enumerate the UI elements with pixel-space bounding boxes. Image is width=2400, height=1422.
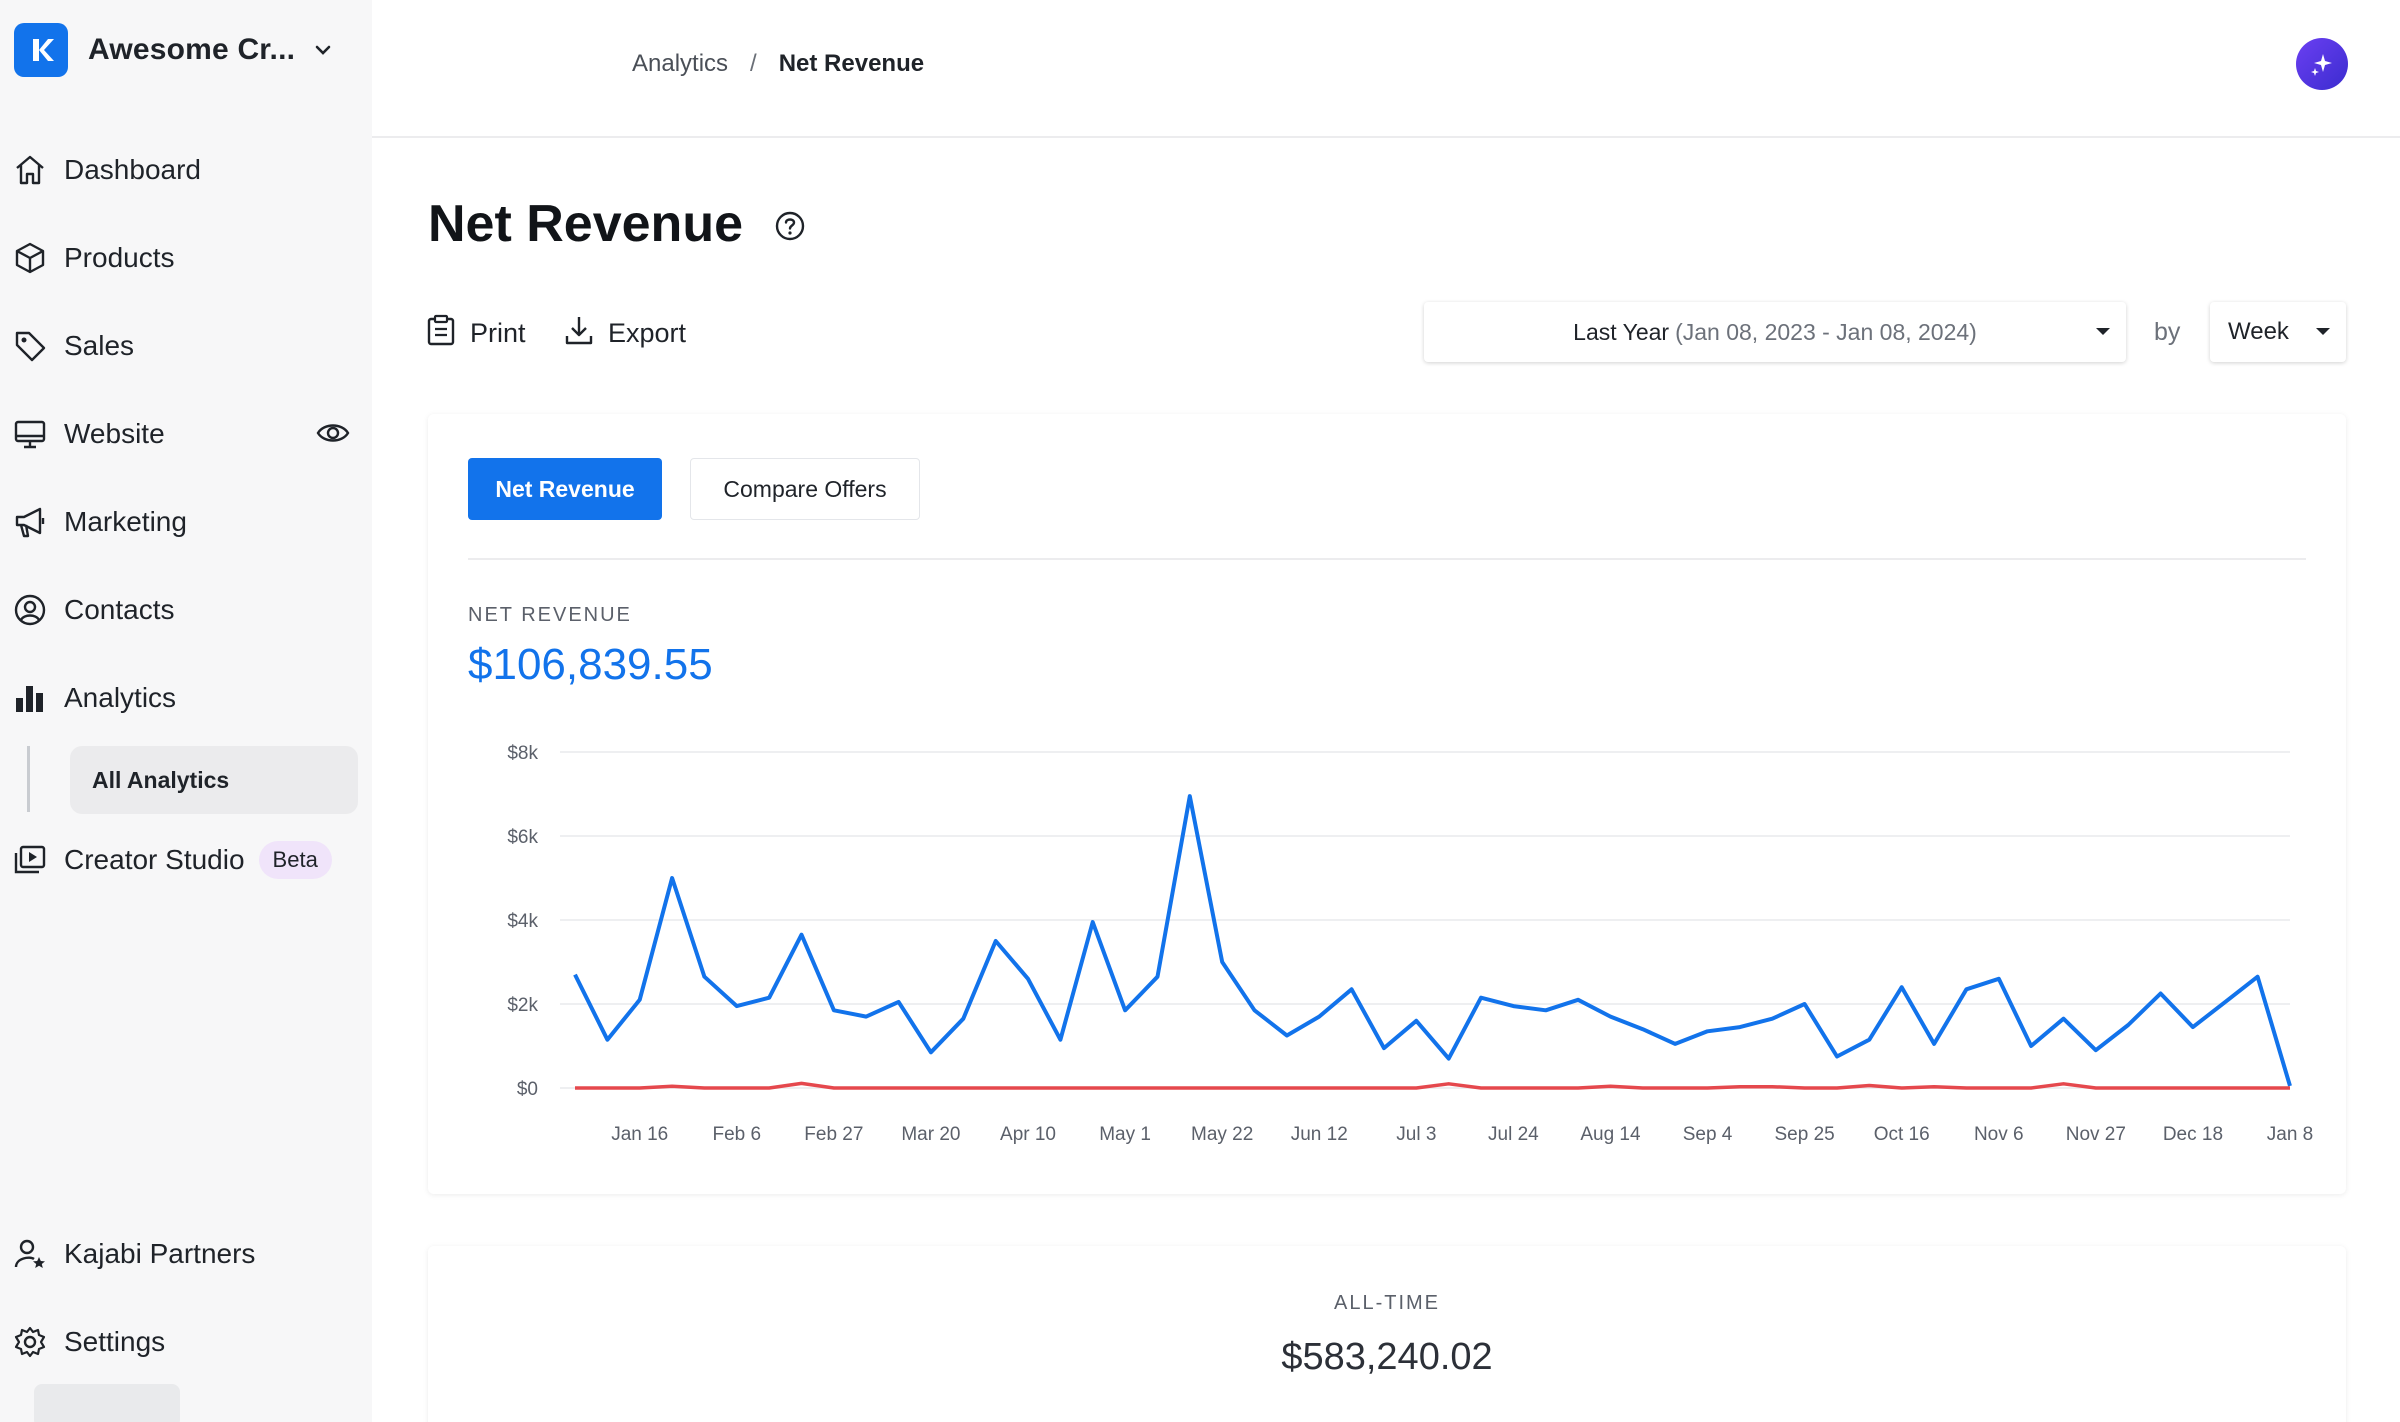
megaphone-icon xyxy=(12,504,48,540)
sidebar-item-label: Website xyxy=(64,418,165,449)
sidebar-subitem-all-analytics[interactable]: All Analytics xyxy=(70,746,358,814)
alltime-label: ALL-TIME xyxy=(1333,1292,1441,1314)
x-tick-label: Feb 6 xyxy=(712,1124,761,1145)
y-tick-label: $8k xyxy=(507,743,538,764)
sidebar-item-label: Products xyxy=(64,242,175,273)
sidebar-item-dashboard[interactable]: Dashboard xyxy=(12,142,342,198)
chevron-down-icon xyxy=(313,43,333,57)
sidebar-item-contacts[interactable]: Contacts xyxy=(12,582,342,638)
y-tick-label: $2k xyxy=(507,995,538,1016)
net-revenue-card: Net Revenue Compare Offers NET REVENUE $… xyxy=(428,414,2346,1194)
sidebar: Awesome Cr... Dashboard Products Sales W… xyxy=(0,0,372,1422)
tab-net-revenue[interactable]: Net Revenue xyxy=(468,458,662,520)
user-circle-icon xyxy=(12,592,48,628)
sidebar-item-label: Kajabi Partners xyxy=(64,1238,256,1269)
x-tick-label: May 1 xyxy=(1099,1124,1151,1145)
monitor-icon xyxy=(12,416,48,452)
x-tick-label: Dec 18 xyxy=(2163,1124,2223,1145)
net-revenue-line-chart: $0 $2k $4k $6k $8k Jan 16 Feb 6 Feb 27 Mar 20 Apr… xyxy=(507,743,2313,1145)
card-divider xyxy=(468,558,2306,560)
sidebar-item-label: Settings xyxy=(64,1326,166,1357)
page-title: Net Revenue xyxy=(428,195,743,253)
x-tick-label: Aug 14 xyxy=(1580,1124,1641,1145)
alltime-card: ALL-TIME $583,240.02 xyxy=(428,1246,2346,1422)
sidebar-item-label: Dashboard xyxy=(64,154,201,185)
ai-assistant-button[interactable] xyxy=(2296,38,2348,90)
caret-down-icon xyxy=(2096,328,2110,335)
metric-label: NET REVENUE xyxy=(468,604,632,626)
download-icon xyxy=(564,314,594,353)
x-tick-label: Apr 10 xyxy=(1000,1124,1056,1145)
print-label: Print xyxy=(470,317,526,348)
y-tick-label: $6k xyxy=(507,827,538,848)
y-tick-label: $4k xyxy=(507,911,538,932)
date-range-detail: (Jan 08, 2023 - Jan 08, 2024) xyxy=(1675,318,1977,345)
clipboard-icon xyxy=(426,314,456,353)
sidebar-item-sales[interactable]: Sales xyxy=(12,318,342,374)
bar-chart-icon xyxy=(12,680,48,716)
caret-down-icon xyxy=(2316,328,2330,335)
metric-value: $106,839.55 xyxy=(468,640,713,689)
date-range-preset: Last Year xyxy=(1573,318,1670,345)
breadcrumb: Analytics / Net Revenue xyxy=(632,50,924,78)
account-switcher[interactable]: Awesome Cr... xyxy=(14,22,333,78)
sidebar-item-kajabi-partners[interactable]: Kajabi Partners xyxy=(12,1226,342,1282)
by-label: by xyxy=(2154,318,2181,346)
alltime-value: $583,240.02 xyxy=(1281,1336,1493,1378)
beta-badge: Beta xyxy=(258,841,332,879)
tag-icon xyxy=(12,328,48,364)
sidebar-item-analytics[interactable]: Analytics xyxy=(12,670,342,726)
x-tick-label: Sep 25 xyxy=(1775,1124,1835,1145)
x-tick-label: Nov 6 xyxy=(1974,1124,2024,1145)
play-stack-icon xyxy=(12,842,48,878)
sidebar-item-label: Contacts xyxy=(64,594,175,625)
help-icon[interactable] xyxy=(774,210,806,247)
export-label: Export xyxy=(608,317,687,348)
kajabi-logo-icon xyxy=(14,23,68,77)
house-icon xyxy=(12,152,48,188)
print-button[interactable]: Print xyxy=(426,312,526,354)
x-tick-label: Jan 8 xyxy=(2267,1124,2313,1145)
eye-icon[interactable] xyxy=(316,418,350,453)
sidebar-item-label: Analytics xyxy=(64,682,177,713)
interval-select[interactable]: Week xyxy=(2210,302,2346,362)
tab-compare-offers[interactable]: Compare Offers xyxy=(690,458,920,520)
sidebar-item-products[interactable]: Products xyxy=(12,230,342,286)
date-range-select[interactable]: Last Year (Jan 08, 2023 - Jan 08, 2024) xyxy=(1424,302,2126,362)
x-tick-label: Jan 16 xyxy=(611,1124,668,1145)
sidebar-item-website[interactable]: Website xyxy=(12,406,350,462)
x-tick-label: Nov 27 xyxy=(2066,1124,2126,1145)
x-tick-label: Sep 4 xyxy=(1683,1124,1733,1145)
user-star-icon xyxy=(12,1236,48,1272)
x-tick-label: May 22 xyxy=(1191,1124,1253,1145)
sparkle-icon xyxy=(2311,54,2332,76)
series-line-revenue xyxy=(573,794,2292,1087)
x-tick-label: Mar 20 xyxy=(901,1124,960,1145)
sidebar-item-marketing[interactable]: Marketing xyxy=(12,494,342,550)
x-tick-label: Jul 3 xyxy=(1396,1124,1436,1145)
brand-name: Awesome Cr... xyxy=(88,33,296,66)
breadcrumb-current: Net Revenue xyxy=(778,50,925,77)
box-icon xyxy=(12,240,48,276)
breadcrumb-separator: / xyxy=(750,50,757,77)
interval-value: Week xyxy=(2228,318,2289,345)
x-tick-label: Oct 16 xyxy=(1874,1124,1930,1145)
sidebar-item-label: Sales xyxy=(64,330,135,361)
submenu-rail xyxy=(27,746,30,812)
sidebar-item-creator-studio[interactable]: Creator Studio Beta xyxy=(12,832,342,888)
bottom-floating-widget[interactable] xyxy=(34,1384,180,1422)
x-tick-label: Jul 24 xyxy=(1488,1124,1539,1145)
series-line-secondary xyxy=(575,1081,2290,1090)
gear-icon xyxy=(12,1324,48,1360)
export-button[interactable]: Export xyxy=(564,312,686,354)
sidebar-item-settings[interactable]: Settings xyxy=(12,1314,342,1370)
x-tick-label: Feb 27 xyxy=(804,1124,863,1145)
y-tick-label: $0 xyxy=(517,1079,538,1100)
top-header: Analytics / Net Revenue xyxy=(372,0,2400,138)
x-tick-label: Jun 12 xyxy=(1291,1124,1348,1145)
sidebar-item-label: Creator Studio xyxy=(64,844,245,875)
sidebar-item-label: Marketing xyxy=(64,506,187,537)
breadcrumb-analytics-link[interactable]: Analytics xyxy=(632,50,729,77)
